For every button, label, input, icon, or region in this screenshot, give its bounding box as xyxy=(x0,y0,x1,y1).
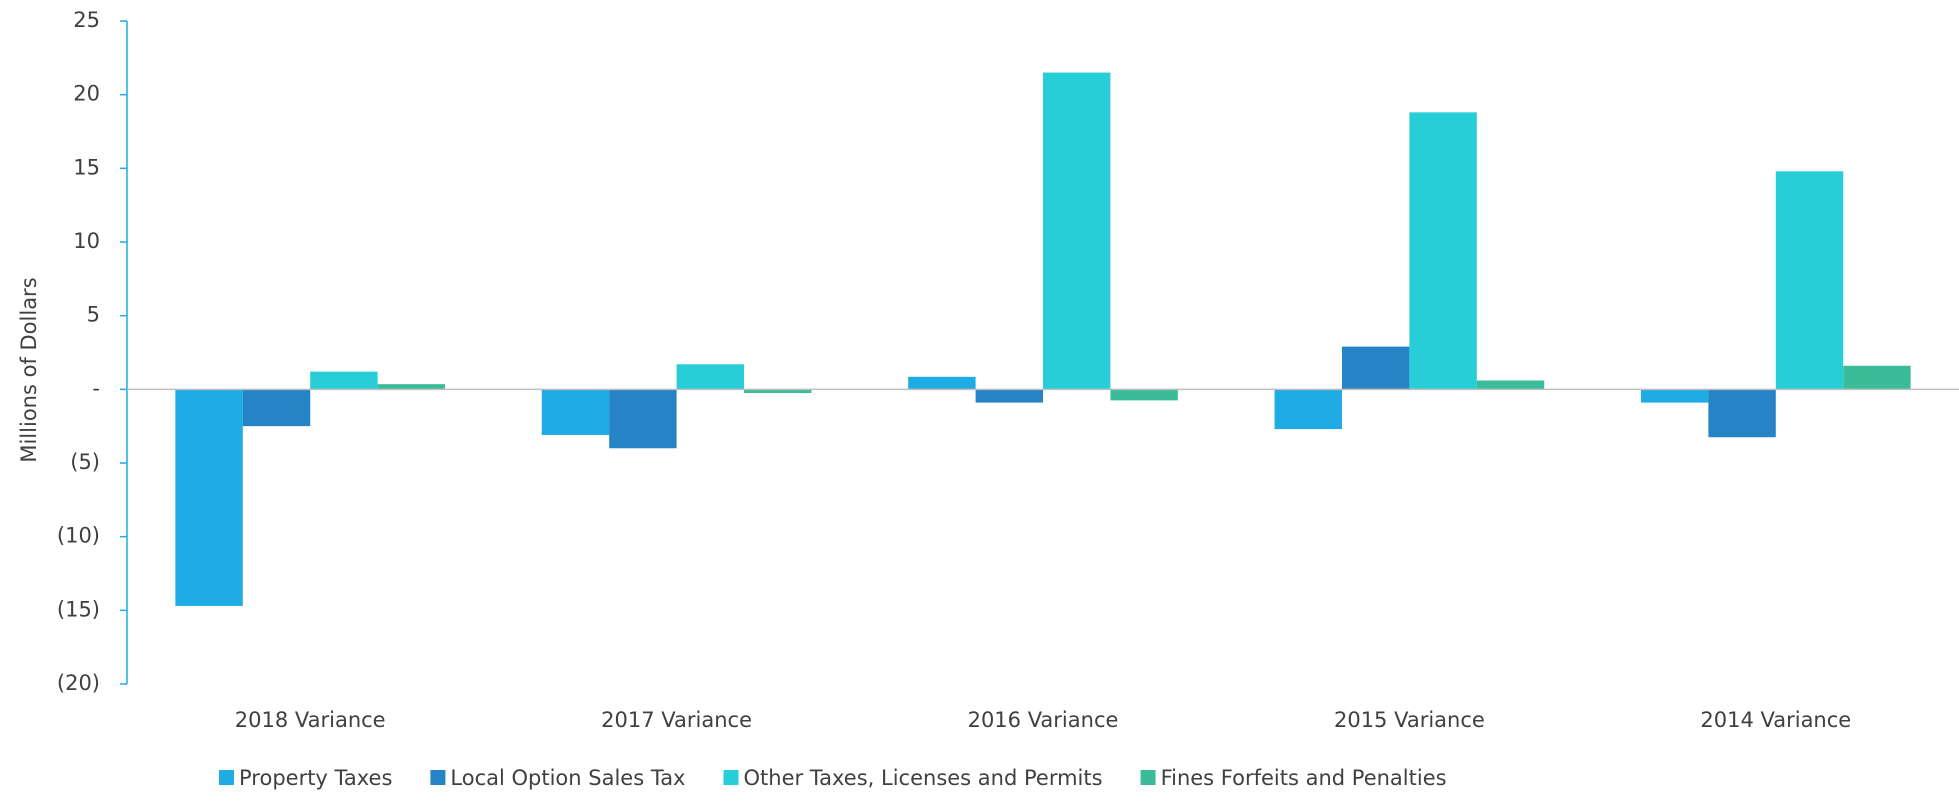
x-tick-label: 2015 Variance xyxy=(1334,708,1485,732)
y-tick-label: 20 xyxy=(73,82,100,106)
bar xyxy=(1043,72,1111,390)
y-axis-title: Millions of Dollars xyxy=(17,277,41,462)
bar xyxy=(1775,171,1844,390)
bar xyxy=(744,389,812,394)
legend-label: Other Taxes, Licenses and Permits xyxy=(744,766,1103,790)
y-tick-label: 10 xyxy=(73,229,100,253)
legend-swatch xyxy=(1140,770,1156,785)
y-tick-label: 5 xyxy=(87,303,100,327)
y-tick-label: 15 xyxy=(73,155,100,179)
legend-swatch xyxy=(723,770,739,785)
x-tick-label: 2017 Variance xyxy=(601,708,752,732)
bar xyxy=(1843,365,1911,390)
bar xyxy=(242,389,311,427)
bar xyxy=(541,389,610,436)
legend-label: Fines Forfeits and Penalties xyxy=(1161,766,1447,790)
bar xyxy=(377,384,446,390)
bar xyxy=(1409,112,1477,390)
bar xyxy=(1476,380,1545,390)
legend-swatch xyxy=(219,770,234,785)
y-tick-label: 25 xyxy=(73,8,100,32)
y-tick-label: (20) xyxy=(57,671,100,695)
bar xyxy=(908,376,976,390)
y-tick-label: (10) xyxy=(57,524,100,548)
y-tick-label: (5) xyxy=(70,450,100,474)
bar xyxy=(975,389,1043,403)
y-tick-label: - xyxy=(92,376,100,400)
bar xyxy=(1640,389,1709,403)
bar xyxy=(1708,389,1776,438)
x-tick-label: 2016 Variance xyxy=(968,708,1119,732)
bar xyxy=(1341,346,1410,390)
bar xyxy=(1110,389,1178,401)
x-tick-label: 2014 Variance xyxy=(1700,708,1851,732)
legend-label: Property Taxes xyxy=(239,766,392,790)
y-tick-label: (15) xyxy=(57,597,100,621)
x-tick-label: 2018 Variance xyxy=(235,708,386,732)
legend-swatch xyxy=(430,770,446,785)
bar xyxy=(310,371,378,390)
bar xyxy=(676,364,745,390)
bar xyxy=(609,389,677,449)
bar xyxy=(175,389,243,606)
bar xyxy=(1274,389,1342,430)
legend-label: Local Option Sales Tax xyxy=(450,766,685,790)
